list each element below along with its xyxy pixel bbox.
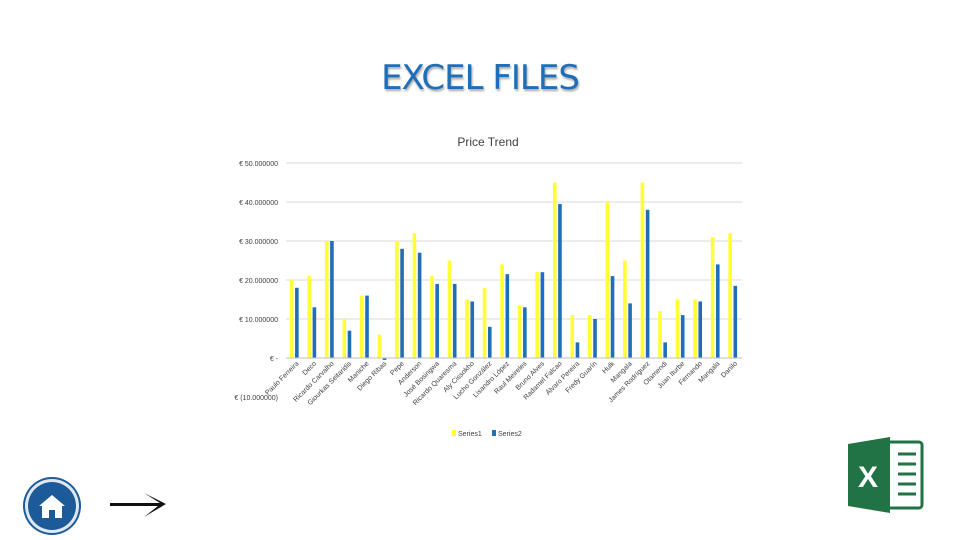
y-tick-label: € 30.000000	[239, 239, 278, 246]
bar-series2	[698, 301, 703, 358]
bar-series2	[312, 307, 317, 358]
legend-swatch	[492, 430, 496, 436]
bar-series1	[588, 315, 592, 358]
bar-series1	[517, 305, 522, 358]
x-tick-label: Paulo Ferreira	[264, 360, 300, 396]
bar-series1	[640, 182, 645, 358]
bar-series2	[680, 315, 685, 358]
bar-series1	[412, 233, 417, 358]
bar-series2	[417, 252, 422, 358]
bar-series2	[400, 248, 404, 358]
bar-series1	[360, 295, 364, 358]
x-tick-label: Hulk	[601, 360, 616, 375]
y-tick-label: € (10.000000)	[234, 395, 278, 402]
y-tick-label: € 50.000000	[239, 161, 278, 168]
bar-series2	[330, 241, 334, 358]
chart-bars	[289, 182, 738, 360]
bar-series2	[593, 319, 597, 358]
y-tick-label: € 20.000000	[239, 278, 278, 285]
bar-series1	[710, 237, 715, 358]
y-tick-label: € 40.000000	[239, 200, 278, 207]
bar-series1	[447, 260, 452, 358]
home-button[interactable]	[28, 482, 76, 530]
bar-series2	[575, 342, 580, 358]
bar-series2	[523, 307, 527, 358]
bar-series1	[605, 202, 610, 358]
bar-series2	[435, 283, 439, 358]
bar-series1	[675, 299, 680, 358]
bar-series2	[733, 285, 738, 358]
x-tick-label: Fredy Guarín	[565, 360, 599, 394]
bar-series2	[452, 283, 457, 358]
chart-legend: Series1 Series2	[452, 430, 522, 438]
bar-series2	[663, 342, 667, 358]
bar-series2	[470, 301, 475, 358]
chart-title: Price Trend	[457, 135, 518, 149]
bar-series1	[728, 233, 732, 358]
legend-label: Series2	[498, 431, 522, 438]
legend-swatch	[452, 430, 456, 436]
bar-series1	[693, 299, 697, 358]
home-icon	[39, 495, 65, 518]
bar-series2	[382, 358, 387, 360]
bar-series1	[552, 182, 557, 358]
bar-series1	[324, 241, 329, 358]
bar-series1	[535, 272, 539, 358]
bar-series1	[658, 311, 662, 358]
bar-series1	[307, 276, 311, 358]
bar-series2	[645, 209, 650, 358]
chart-grid	[286, 162, 742, 320]
y-axis-labels: € 50.000000 € 40.000000 € 30.000000 € 20.00…	[234, 161, 278, 402]
excel-letter: X	[858, 461, 878, 494]
page-title: EXCEL FILES	[381, 58, 580, 98]
bar-series2	[347, 330, 352, 358]
bar-series2	[505, 274, 510, 358]
bar-series1	[482, 287, 487, 358]
bar-series2	[295, 287, 299, 358]
bar-series1	[342, 319, 347, 358]
bar-series2	[628, 303, 632, 358]
y-tick-label: € 10.000000	[239, 317, 278, 324]
legend-label: Series1	[458, 431, 482, 438]
bar-series1	[623, 260, 627, 358]
bar-series2	[610, 276, 615, 358]
arrow-right-icon	[110, 493, 166, 517]
bar-series1	[500, 264, 504, 358]
bar-series1	[430, 276, 434, 358]
bar-series1	[377, 334, 382, 358]
bar-series2	[487, 326, 492, 358]
bar-series2	[365, 295, 369, 358]
bar-series1	[570, 315, 575, 358]
bar-series1	[289, 280, 294, 358]
bar-series2	[540, 272, 545, 358]
bar-series2	[558, 203, 562, 358]
next-arrow-button[interactable]	[108, 488, 170, 522]
y-tick-label: € -	[270, 356, 279, 363]
bar-series2	[715, 264, 720, 358]
x-tick-label: Danilo	[720, 360, 739, 379]
bar-series1	[465, 299, 469, 358]
excel-icon: X	[846, 436, 926, 514]
bar-series1	[395, 241, 399, 358]
